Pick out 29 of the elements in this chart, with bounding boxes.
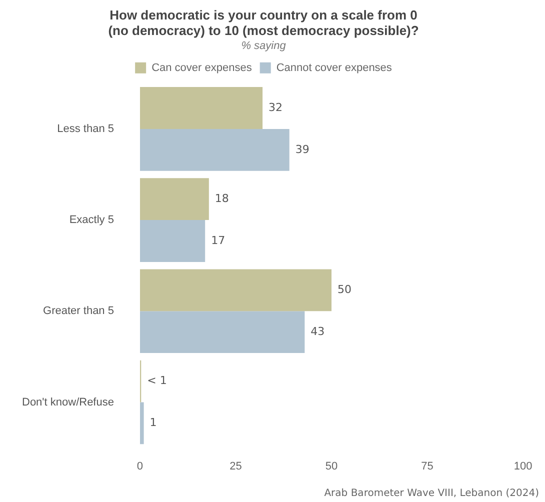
chart-title: How democratic is your country on a scale from 0 (no democracy) to 10 (most democracy possible)? <box>108 7 419 38</box>
chart-subtitle: % saying <box>241 40 287 52</box>
data-label: 39 <box>295 142 310 156</box>
x-tick-label: 0 <box>136 460 144 472</box>
bar <box>140 402 144 444</box>
data-label: < 1 <box>147 374 167 388</box>
legend-label: Can cover expenses <box>152 62 252 74</box>
bar <box>140 87 263 129</box>
bar <box>140 269 332 312</box>
bar <box>140 311 305 354</box>
bar <box>140 220 206 262</box>
text: Arab Barometer Wave VIII, Lebanon (2024) <box>324 488 539 499</box>
data-label: 17 <box>211 234 226 247</box>
x-tick-label: 25 <box>230 460 242 472</box>
legend-label: Cannot cover expenses <box>276 62 392 74</box>
bar <box>140 128 290 171</box>
x-tick-label: 100 <box>514 460 532 472</box>
x-tick-label: 75 <box>421 460 434 472</box>
bar <box>140 178 209 220</box>
y-tick-label: Greater than 5 <box>43 305 114 318</box>
data-label: 1 <box>150 416 157 430</box>
x-tick-label: 50 <box>325 460 338 472</box>
y-tick-label: Exactly 5 <box>69 214 114 226</box>
data-label: 32 <box>268 100 283 114</box>
y-tick-label: Less than 5 <box>57 122 114 135</box>
y-tick-label: Don't know/Refuse <box>22 396 114 408</box>
data-label: 18 <box>214 192 229 205</box>
data-label: 43 <box>310 324 325 338</box>
data-label: 50 <box>337 283 352 296</box>
